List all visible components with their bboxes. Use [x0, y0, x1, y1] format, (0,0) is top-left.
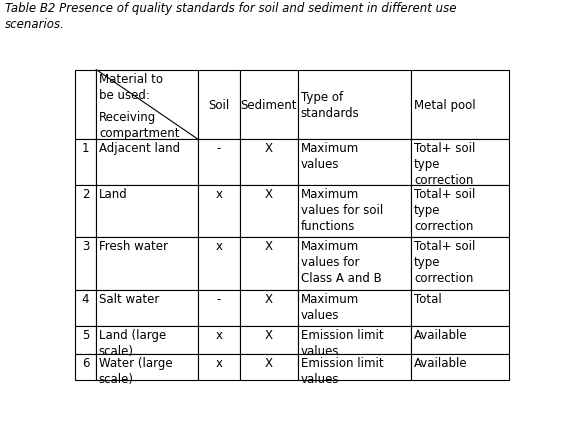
Text: x: x — [215, 356, 223, 369]
Bar — [411, 290, 509, 326]
Text: Emission limit
values: Emission limit values — [301, 356, 383, 385]
Text: Total+ soil
type
correction: Total+ soil type correction — [414, 187, 475, 232]
Text: Emission limit
values: Emission limit values — [301, 328, 383, 357]
Text: 3: 3 — [82, 240, 89, 253]
Text: Type of
standards: Type of standards — [301, 91, 360, 120]
Bar — [96, 326, 198, 354]
Bar — [74, 140, 96, 185]
Bar — [298, 354, 411, 380]
Text: x: x — [215, 240, 223, 253]
Text: X: X — [265, 187, 273, 200]
Bar — [74, 354, 96, 380]
Text: Maximum
values: Maximum values — [301, 142, 359, 171]
Bar — [298, 70, 411, 140]
Bar — [74, 326, 96, 354]
Bar — [198, 354, 240, 380]
Text: Maximum
values for soil
functions: Maximum values for soil functions — [301, 187, 383, 232]
Bar — [240, 140, 298, 185]
Text: Salt water: Salt water — [99, 293, 159, 306]
Bar — [411, 326, 509, 354]
Text: -: - — [217, 142, 221, 155]
Bar — [74, 185, 96, 238]
Text: 4: 4 — [82, 293, 89, 306]
Bar — [298, 238, 411, 290]
Text: -: - — [217, 293, 221, 306]
Bar — [240, 70, 298, 140]
Text: x: x — [215, 187, 223, 200]
Bar — [96, 238, 198, 290]
Bar — [411, 70, 509, 140]
Text: Available: Available — [414, 356, 467, 369]
Text: Soil: Soil — [208, 99, 229, 112]
Text: 1: 1 — [82, 142, 89, 155]
Bar — [298, 290, 411, 326]
Bar — [411, 238, 509, 290]
Bar — [74, 70, 96, 140]
Bar — [96, 185, 198, 238]
Bar — [198, 70, 240, 140]
Text: Water (large
scale): Water (large scale) — [99, 356, 173, 385]
Bar — [74, 238, 96, 290]
Text: X: X — [265, 293, 273, 306]
Bar — [411, 140, 509, 185]
Text: Metal pool: Metal pool — [414, 99, 475, 112]
Bar — [240, 238, 298, 290]
Text: Sediment: Sediment — [241, 99, 297, 112]
Bar — [96, 70, 198, 140]
Text: Total+ soil
type
correction: Total+ soil type correction — [414, 142, 475, 187]
Bar — [298, 326, 411, 354]
Text: Land (large
scale): Land (large scale) — [99, 328, 166, 357]
Text: Land: Land — [99, 187, 128, 200]
Bar — [298, 185, 411, 238]
Text: 2: 2 — [82, 187, 89, 200]
Bar — [411, 354, 509, 380]
Text: 6: 6 — [82, 356, 89, 369]
Bar — [74, 290, 96, 326]
Bar — [198, 140, 240, 185]
Text: Total+ soil
type
correction: Total+ soil type correction — [414, 240, 475, 285]
Bar — [198, 326, 240, 354]
Text: X: X — [265, 142, 273, 155]
Bar — [198, 290, 240, 326]
Bar — [411, 185, 509, 238]
Text: X: X — [265, 328, 273, 341]
Text: Maximum
values for
Class A and B: Maximum values for Class A and B — [301, 240, 382, 285]
Text: Fresh water: Fresh water — [99, 240, 168, 253]
Bar — [240, 290, 298, 326]
Text: 5: 5 — [82, 328, 89, 341]
Text: X: X — [265, 240, 273, 253]
Text: Maximum
values: Maximum values — [301, 293, 359, 321]
Bar — [198, 238, 240, 290]
Text: Receiving
compartment: Receiving compartment — [99, 111, 179, 140]
Text: Total: Total — [414, 293, 442, 306]
Text: Table B2 Presence of quality standards for soil and sediment in different use
sc: Table B2 Presence of quality standards f… — [5, 2, 456, 31]
Bar — [298, 140, 411, 185]
Text: Available: Available — [414, 328, 467, 341]
Bar — [240, 354, 298, 380]
Text: X: X — [265, 356, 273, 369]
Bar — [240, 185, 298, 238]
Bar — [96, 140, 198, 185]
Text: Material to
be used:: Material to be used: — [99, 72, 163, 102]
Bar — [198, 185, 240, 238]
Bar — [240, 326, 298, 354]
Bar — [96, 290, 198, 326]
Bar — [96, 354, 198, 380]
Text: x: x — [215, 328, 223, 341]
Text: Adjacent land: Adjacent land — [99, 142, 180, 155]
